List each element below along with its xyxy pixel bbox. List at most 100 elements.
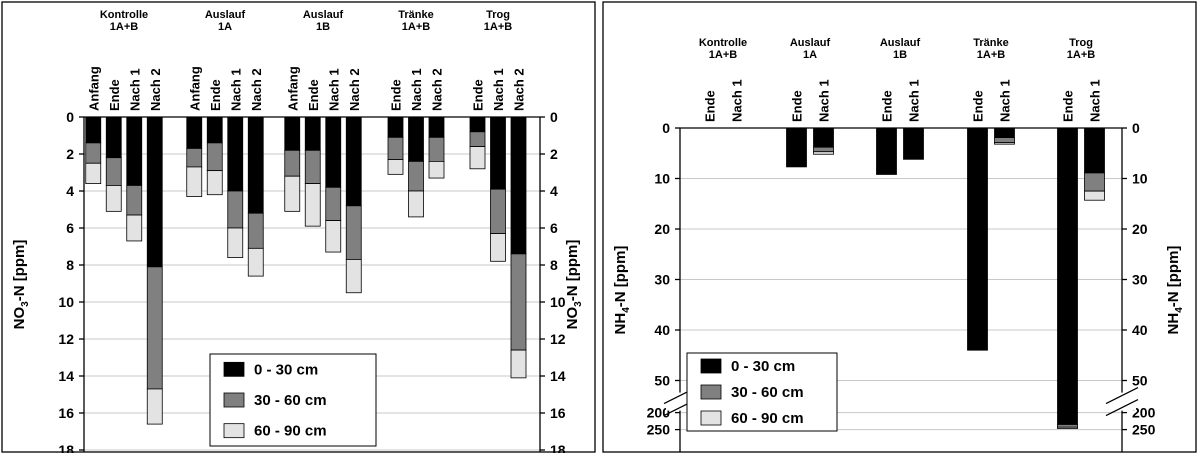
group-label: Tränke	[398, 9, 433, 21]
tick-label-left: 6	[66, 220, 74, 236]
bar-segment	[490, 233, 506, 262]
bar-segment	[186, 166, 203, 197]
bar-label: Ende	[471, 79, 486, 111]
group-sublabel: 1A+B	[709, 49, 737, 61]
bar-segment	[1084, 190, 1105, 201]
tick-label-left: 18	[58, 442, 74, 453]
bar-label: Anfang	[285, 66, 300, 111]
bar-segment	[325, 220, 342, 253]
bar-segment	[85, 116, 102, 144]
bar-label: Nach 1	[326, 68, 341, 111]
tick-label-right: 4	[550, 183, 558, 199]
tick-label-left: 200	[647, 405, 671, 421]
tick-label-left: 14	[58, 368, 74, 384]
bar-label: Nach 2	[430, 68, 445, 111]
axis-break-mark	[1105, 387, 1139, 405]
bar-segment	[387, 116, 404, 138]
bar-label: Nach 2	[148, 68, 163, 111]
bar-segment	[105, 185, 122, 212]
bar-segment	[994, 137, 1015, 144]
group-label: Auslauf	[205, 9, 246, 21]
bar-segment	[206, 170, 223, 196]
group-label: Auslauf	[880, 37, 921, 49]
legend-label: 0 - 30 cm	[731, 358, 795, 375]
group-label: Auslauf	[303, 9, 344, 21]
bar-segment	[876, 127, 897, 175]
tick-label-right: 20	[1132, 221, 1148, 237]
bar-segment	[345, 116, 362, 207]
group-sublabel: 1A+B	[1067, 49, 1095, 61]
bar-segment	[813, 146, 834, 153]
legend-swatch	[700, 384, 722, 400]
bar-segment	[186, 116, 203, 149]
y-axis-title-right: NO3-N [ppm]	[564, 240, 584, 330]
tick-label-left: 10	[58, 294, 74, 310]
group-sublabel: 1B	[893, 49, 907, 61]
bar-segment	[126, 116, 143, 186]
tick-label-left: 12	[58, 331, 74, 347]
tick-label-right: 12	[550, 331, 566, 347]
bar-segment	[1057, 127, 1078, 425]
tick-label-right: 18	[550, 442, 566, 453]
tick-label-left: 0	[662, 120, 670, 136]
bar-segment	[1084, 127, 1105, 174]
bar-label: Anfang	[187, 66, 202, 111]
bar-segment	[284, 149, 301, 177]
bar-label: Nach 1	[998, 79, 1013, 122]
bar-segment	[227, 227, 244, 259]
bar-label: Ende	[306, 79, 321, 111]
bar-segment	[387, 159, 404, 175]
bar-segment	[325, 186, 342, 222]
tick-label-right: 8	[550, 257, 558, 273]
bar-segment	[304, 116, 321, 151]
bar-segment	[227, 190, 244, 229]
bar-segment	[304, 183, 321, 227]
bar-label: Ende	[880, 90, 895, 122]
group-sublabel: 1A	[803, 49, 817, 61]
bar-segment	[408, 190, 424, 218]
bar-segment	[387, 136, 404, 160]
bar-segment	[994, 142, 1015, 145]
bar-label: Ende	[790, 90, 805, 122]
tick-label-left: 250	[647, 422, 671, 438]
bar-segment	[510, 116, 527, 255]
tick-label-right: 30	[1132, 272, 1148, 288]
legend-label: 0 - 30 cm	[254, 361, 318, 378]
tick-label-left: 16	[58, 405, 74, 421]
bar-label: Ende	[1061, 90, 1076, 122]
bar-label: Nach 1	[409, 68, 424, 111]
tick-label-left: 2	[66, 146, 74, 162]
y-axis-title-left: NO3-N [ppm]	[11, 240, 31, 330]
legend-swatch	[700, 410, 722, 426]
tick-label-left: 50	[654, 373, 670, 389]
bar-label: Nach 1	[730, 79, 745, 122]
bar-segment	[1057, 424, 1078, 428]
legend-label: 60 - 90 cm	[254, 423, 327, 440]
legend-label: 30 - 60 cm	[731, 384, 804, 401]
bar-label: Ende	[389, 79, 404, 111]
tick-label-right: 0	[1132, 120, 1140, 136]
bar-label: Nach 1	[817, 79, 832, 122]
bar-segment	[206, 116, 223, 144]
tick-label-left: 10	[654, 171, 670, 187]
tick-label-right: 40	[1132, 322, 1148, 338]
tick-label-left: 8	[66, 257, 74, 273]
group-label: Tränke	[973, 37, 1008, 49]
axis-break-gap	[1108, 392, 1136, 411]
bar-segment	[325, 116, 342, 188]
bar-segment	[206, 142, 223, 172]
bar-segment	[428, 116, 445, 138]
group-label: Auslauf	[790, 37, 831, 49]
legend-swatch	[223, 423, 245, 439]
legend-label: 60 - 90 cm	[731, 410, 804, 427]
bar-label: Nach 1	[907, 79, 922, 122]
panel-1-frame	[1, 1, 596, 453]
group-sublabel: 1A+B	[484, 21, 512, 33]
tick-label-left: 40	[654, 322, 670, 338]
tick-label-right: 14	[550, 368, 566, 384]
bar-segment	[284, 175, 301, 212]
tick-label-right: 2	[550, 146, 558, 162]
bar-label: Nach 1	[491, 68, 506, 111]
